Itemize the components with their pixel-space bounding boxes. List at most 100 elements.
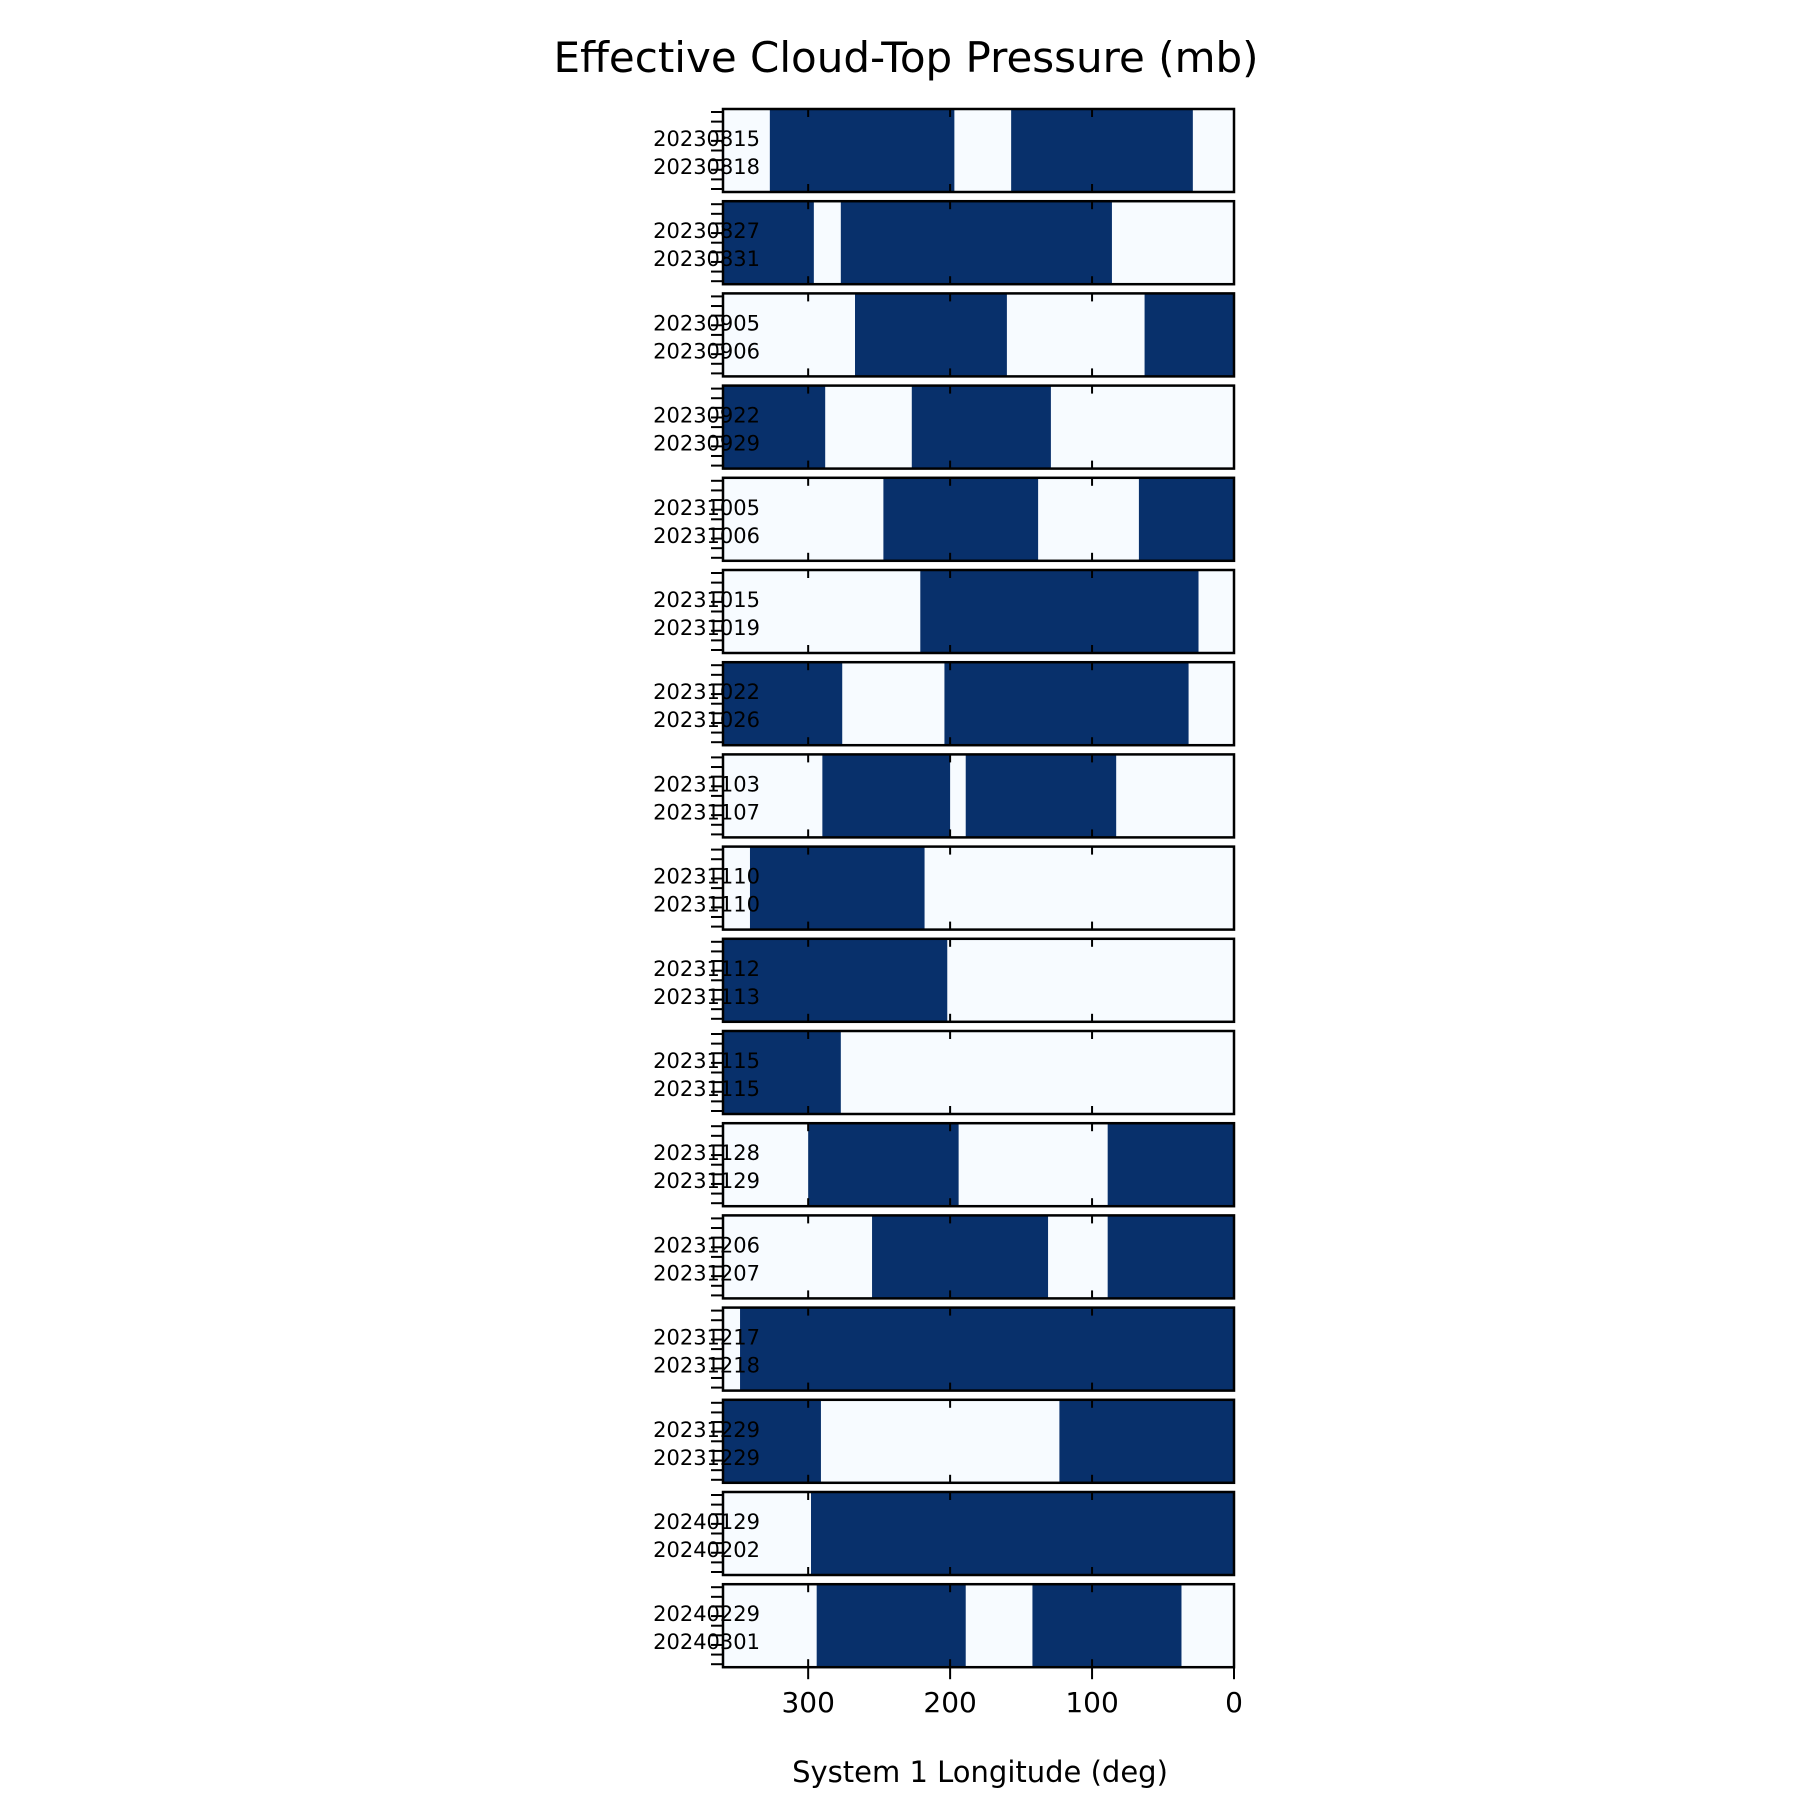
panel: 20230827 20230831 bbox=[653, 199, 1236, 286]
panel-border bbox=[721, 1029, 1236, 1116]
dark-segment bbox=[723, 385, 826, 469]
date-label-start: 20231015 bbox=[653, 588, 760, 612]
panel-border bbox=[721, 199, 1236, 286]
panel-border bbox=[721, 1398, 1236, 1485]
dark-segment bbox=[840, 201, 1112, 285]
panel: 20231128 20231129 bbox=[653, 1121, 1236, 1208]
dark-segment bbox=[723, 938, 948, 1022]
dark-segment bbox=[883, 477, 1039, 561]
dark-segment bbox=[822, 754, 951, 838]
panel-border bbox=[721, 660, 1236, 747]
dark-segment bbox=[1144, 293, 1234, 377]
panel: 20240129 20240202 bbox=[653, 1490, 1236, 1577]
chart-title: Effective Cloud-Top Pressure (mb) bbox=[553, 33, 1258, 82]
date-label-end: 20231229 bbox=[653, 1446, 760, 1470]
x-tick-label: 300 bbox=[781, 1686, 834, 1719]
dark-segment bbox=[855, 293, 1007, 377]
date-label-start: 20231128 bbox=[653, 1141, 760, 1165]
date-label-start: 20231206 bbox=[653, 1233, 760, 1257]
date-label-end: 20231110 bbox=[653, 893, 760, 917]
date-label-end: 20231006 bbox=[653, 524, 760, 548]
panel-border bbox=[721, 384, 1236, 470]
dark-segment bbox=[808, 1123, 959, 1207]
panel-border bbox=[721, 568, 1236, 655]
panel-border bbox=[721, 476, 1236, 563]
x-tick-label: 100 bbox=[1065, 1686, 1118, 1719]
panel: 20231115 20231115 bbox=[653, 1029, 1236, 1116]
date-label-start: 20231217 bbox=[653, 1326, 760, 1350]
dark-segment bbox=[1032, 1584, 1182, 1668]
date-label-start: 20231005 bbox=[653, 496, 760, 520]
date-label-start: 20230922 bbox=[653, 404, 760, 428]
panels: 20230815 20230818 20230827 20230831 20230905… bbox=[653, 107, 1236, 1669]
panel: 20231112 20231113 bbox=[653, 937, 1236, 1024]
date-label-end: 20240301 bbox=[653, 1630, 760, 1654]
dark-segment bbox=[749, 846, 925, 930]
dark-segment bbox=[920, 570, 1199, 653]
date-label-end: 20231026 bbox=[653, 708, 760, 732]
date-label-end: 20231207 bbox=[653, 1261, 760, 1285]
dark-segment bbox=[1059, 1399, 1234, 1483]
panel: 20231217 20231218 bbox=[653, 1306, 1236, 1392]
panel-border bbox=[721, 753, 1236, 839]
date-label-start: 20240229 bbox=[653, 1602, 760, 1626]
dark-segment bbox=[723, 1399, 821, 1483]
date-label-end: 20230929 bbox=[653, 432, 760, 456]
x-axis-label: System 1 Longitude (deg) bbox=[792, 1755, 1168, 1789]
dark-segment bbox=[723, 662, 843, 746]
date-label-start: 20230905 bbox=[653, 311, 760, 335]
date-label-start: 20231103 bbox=[653, 772, 760, 796]
date-label-end: 20231218 bbox=[653, 1354, 760, 1378]
x-tick-label: 0 bbox=[1225, 1686, 1243, 1719]
date-label-start: 20231229 bbox=[653, 1418, 760, 1442]
panel: 20231103 20231107 bbox=[653, 753, 1236, 839]
dark-segment bbox=[1138, 477, 1234, 561]
date-label-end: 20230818 bbox=[653, 155, 760, 179]
panel-border bbox=[721, 1306, 1236, 1392]
x-tick-label: 200 bbox=[923, 1686, 976, 1719]
date-label-start: 20230827 bbox=[653, 219, 760, 243]
panel: 20231206 20231207 bbox=[653, 1214, 1236, 1300]
dark-segment bbox=[816, 1584, 966, 1668]
date-label-start: 20231110 bbox=[653, 865, 760, 889]
date-label-start: 20231115 bbox=[653, 1049, 760, 1073]
dark-segment bbox=[965, 754, 1117, 838]
date-label-end: 20231115 bbox=[653, 1077, 760, 1101]
dark-segment bbox=[740, 1307, 1234, 1391]
date-label-end: 20230906 bbox=[653, 339, 760, 363]
panel-border bbox=[721, 845, 1236, 931]
dark-segment bbox=[769, 109, 955, 192]
x-axis: 300 200 100 0 bbox=[781, 1667, 1243, 1719]
date-label-end: 20231019 bbox=[653, 616, 760, 640]
panel-border bbox=[721, 937, 1236, 1024]
dark-segment bbox=[723, 1031, 841, 1114]
panel: 20231005 20231006 bbox=[653, 476, 1236, 563]
date-label-start: 20231112 bbox=[653, 957, 760, 981]
date-label-end: 20231107 bbox=[653, 800, 760, 824]
panel: 20231229 20231229 bbox=[653, 1398, 1236, 1485]
panel: 20230922 20230929 bbox=[653, 384, 1236, 470]
date-label-start: 20230815 bbox=[653, 127, 760, 151]
date-label-end: 20231113 bbox=[653, 985, 760, 1009]
dark-segment bbox=[1107, 1123, 1234, 1207]
dark-segment bbox=[872, 1215, 1049, 1299]
date-label-end: 20230831 bbox=[653, 247, 760, 271]
date-label-start: 20240129 bbox=[653, 1510, 760, 1534]
panel: 20230905 20230906 bbox=[653, 292, 1236, 378]
panel: 20231022 20231026 bbox=[653, 660, 1236, 747]
dark-segment bbox=[1011, 109, 1193, 192]
dark-segment bbox=[944, 662, 1189, 746]
dark-segment bbox=[911, 385, 1051, 469]
panel: 20230815 20230818 bbox=[653, 107, 1236, 194]
date-label-end: 20240202 bbox=[653, 1538, 760, 1562]
panel-border bbox=[721, 1490, 1236, 1577]
panel: 20240229 20240301 bbox=[653, 1582, 1236, 1669]
dark-segment bbox=[1107, 1215, 1234, 1299]
panel-border bbox=[721, 1582, 1236, 1669]
date-label-start: 20231022 bbox=[653, 680, 760, 704]
dark-segment bbox=[811, 1492, 1234, 1575]
panel-border bbox=[721, 107, 1236, 194]
panel: 20231015 20231019 bbox=[653, 568, 1236, 655]
dark-segment bbox=[723, 201, 814, 285]
